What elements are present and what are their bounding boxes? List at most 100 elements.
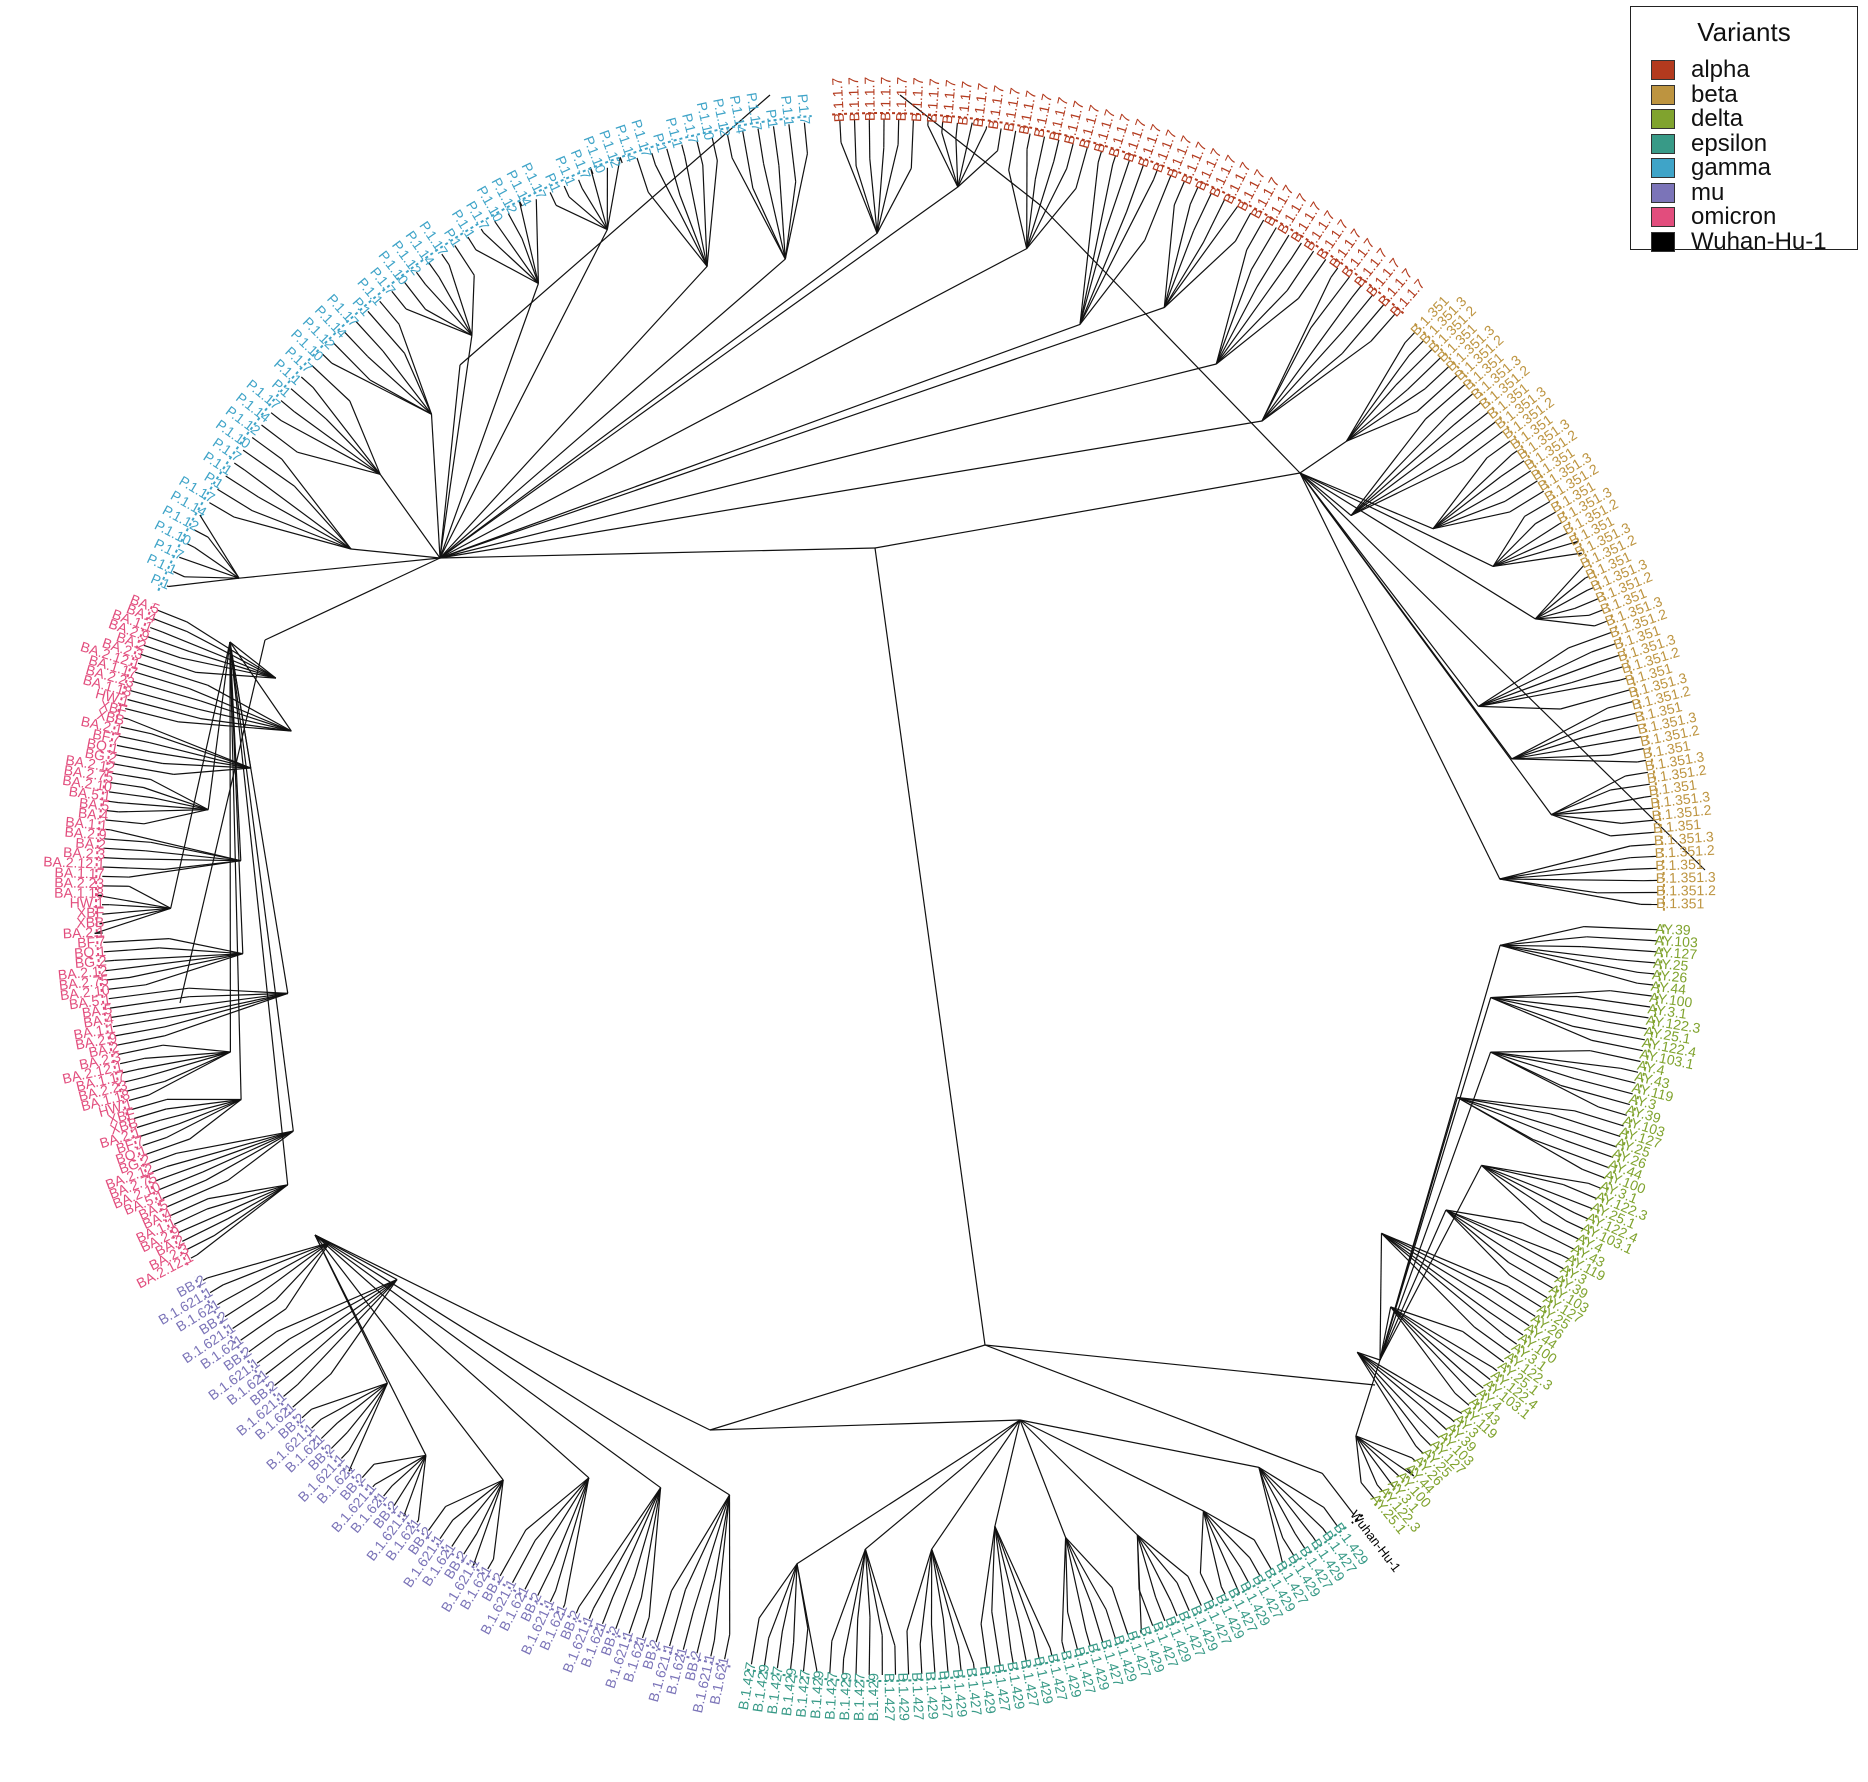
subtree-branch <box>995 1526 1019 1621</box>
tip-branch <box>1487 441 1510 458</box>
tip-branch <box>1573 1132 1616 1147</box>
subtree-branch <box>289 1280 397 1340</box>
clade-branch <box>1300 473 1478 706</box>
subtree-branch <box>613 1488 661 1597</box>
tip-branch <box>1250 1558 1260 1576</box>
subtree-branch <box>149 1052 231 1095</box>
clade-branch <box>440 187 958 558</box>
subtree-branch <box>163 1045 231 1052</box>
subtree-branch <box>1391 1307 1455 1393</box>
clade-branch <box>315 1235 589 1478</box>
tip-branch <box>1449 422 1496 458</box>
tip-branch <box>1584 927 1657 930</box>
tip-branch <box>225 1296 257 1316</box>
subtree-branch <box>522 239 538 284</box>
clade-branch <box>440 364 1216 558</box>
subtree-branch <box>1500 879 1641 904</box>
tip-branch <box>1254 1540 1271 1570</box>
subtree-branch <box>1164 205 1174 308</box>
subtree-branch <box>685 1495 729 1590</box>
subtree-branch <box>1457 1098 1573 1133</box>
tip-branch <box>1492 1289 1535 1317</box>
tip-branch <box>1257 235 1289 287</box>
tip-branch <box>1592 644 1616 652</box>
tip-branch <box>1602 713 1636 721</box>
tip-branch <box>1342 304 1384 353</box>
backbone-branch <box>440 548 875 558</box>
legend-swatch <box>1651 232 1675 252</box>
subtree-branch <box>785 182 795 259</box>
clade-branch <box>1020 1420 1259 1467</box>
subtree-branch <box>281 421 380 475</box>
tip-branch <box>1463 1332 1504 1362</box>
tip-branch <box>550 192 556 205</box>
tip-branch <box>1449 394 1473 415</box>
backbone-branch <box>180 640 265 1003</box>
subtree-branch <box>1080 162 1098 324</box>
backbone-branch <box>985 1345 1375 1385</box>
subtree-branch <box>1027 179 1036 248</box>
tip-branch <box>124 1077 143 1082</box>
subtree-branch <box>1357 1352 1416 1446</box>
tip-branch <box>856 1619 858 1675</box>
clade-branch <box>1380 1233 1382 1360</box>
tip-branch <box>464 1534 477 1555</box>
subtree-branch <box>223 1243 329 1285</box>
subtree-branch <box>1137 1535 1177 1583</box>
tip-label: B.1.1.7 <box>845 77 862 122</box>
subtree-branch <box>907 1549 932 1631</box>
tip-branch <box>1188 1576 1201 1605</box>
tip-branch <box>1361 1483 1374 1499</box>
subtree-branch <box>680 195 707 266</box>
subtree-branch <box>164 861 240 870</box>
clade-branch <box>985 1345 1322 1473</box>
subtree-branch <box>313 387 380 474</box>
tip-branch <box>898 119 899 144</box>
tip-branch <box>1426 384 1466 419</box>
tip-branch <box>102 876 129 877</box>
subtree-branch <box>169 578 240 586</box>
tip-branch <box>159 1172 203 1190</box>
tip-branch <box>1311 277 1350 328</box>
tip-branch <box>1287 251 1313 290</box>
subtree-branch <box>425 284 472 335</box>
clade-branch <box>351 549 440 558</box>
legend-swatch <box>1651 158 1675 178</box>
tip-branch <box>830 1641 832 1673</box>
tip-branch <box>133 681 201 701</box>
backbone-branch <box>875 473 1300 548</box>
tip-branch <box>452 1529 464 1547</box>
subtree-branch <box>234 517 351 549</box>
tip-branch <box>1590 1051 1640 1062</box>
tip-branch <box>1009 131 1016 170</box>
subtree-branch <box>554 1478 589 1564</box>
tip-branch <box>1628 868 1657 869</box>
subtree-branch <box>1391 1307 1493 1368</box>
subtree-branch <box>167 1131 293 1166</box>
subtree-branch <box>1066 1538 1113 1588</box>
subtree-branch <box>1446 1210 1513 1241</box>
tip-branch <box>1283 1538 1294 1556</box>
tip-label: B.1.1.7 <box>893 76 910 121</box>
tip-branch <box>525 1540 550 1589</box>
subtree-branch <box>1356 1436 1398 1475</box>
subtree-branch <box>1027 161 1054 248</box>
subtree-branch <box>1512 759 1637 762</box>
subtree-branch <box>214 1185 288 1236</box>
subtree-branch <box>648 192 707 266</box>
tip-branch <box>1112 1588 1128 1635</box>
subtree-branch <box>1164 207 1237 308</box>
tip-branch <box>670 1590 686 1646</box>
tip-branch <box>1621 820 1654 823</box>
tip-branch <box>115 1027 166 1036</box>
subtree-branch <box>406 309 472 336</box>
legend-item-delta: delta <box>1651 106 1743 132</box>
tip-branch <box>727 134 732 158</box>
subtree-branch <box>1478 706 1560 709</box>
tip-branch <box>1625 772 1648 776</box>
tip-branch <box>345 332 368 356</box>
subtree-branch <box>920 1549 932 1644</box>
subtree-branch <box>1500 927 1584 946</box>
tip-branch <box>226 476 259 497</box>
tip-label: P.1.7 <box>795 93 814 126</box>
